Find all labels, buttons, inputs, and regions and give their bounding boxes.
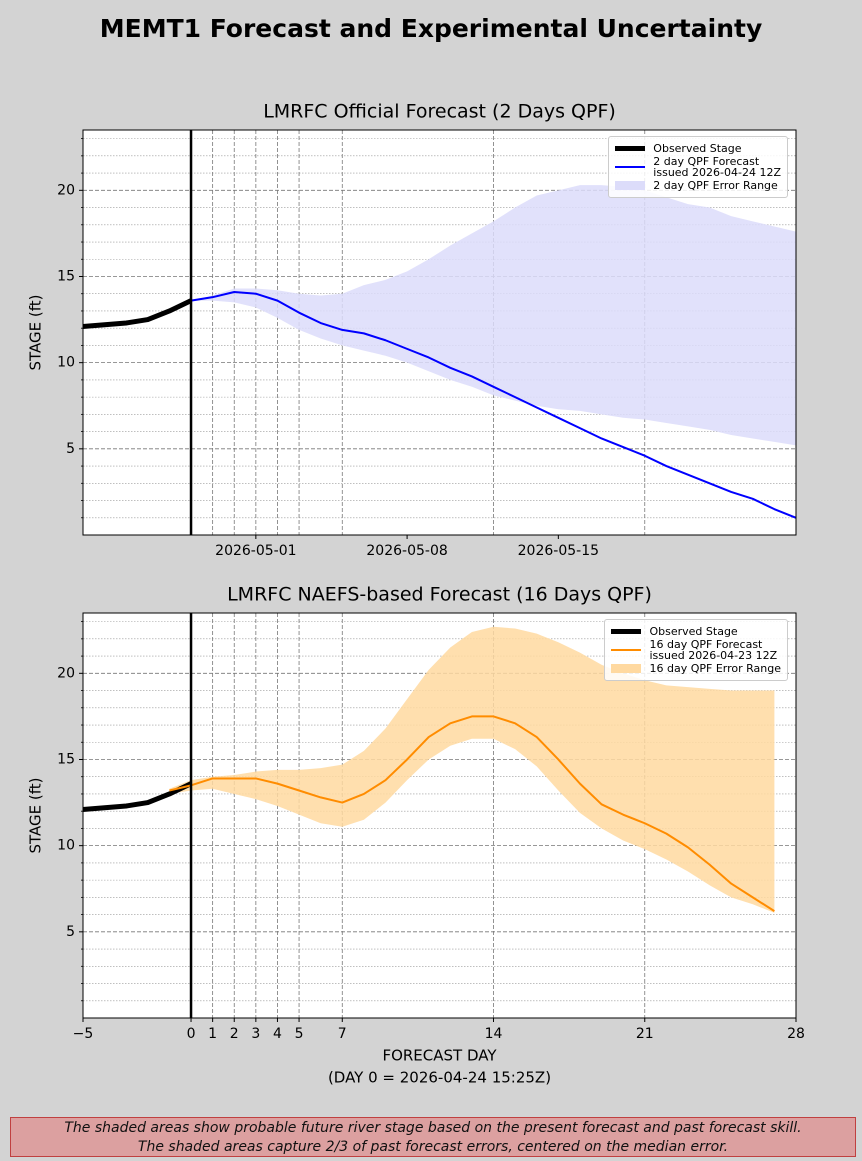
legend-entry: 2 day QPF Error Range xyxy=(615,180,781,191)
legend-label: Observed Stage xyxy=(653,142,742,155)
x-axis-label: FORECAST DAY xyxy=(382,1047,497,1065)
error-band xyxy=(169,626,775,913)
series-line xyxy=(190,291,797,519)
y-tick-label: 20 xyxy=(57,182,75,198)
y-axis-label: STAGE (ft) xyxy=(27,295,45,371)
legend-swatch xyxy=(615,181,646,190)
legend: Observed Stage 2 day QPF Forecast issued … xyxy=(608,136,788,198)
x-tick-label: 4 xyxy=(273,1026,282,1042)
plot-frame xyxy=(82,612,797,1019)
series-line xyxy=(82,298,193,329)
legend-entry: 16 day QPF Error Range xyxy=(611,663,781,674)
legend-entry: 16 day QPF Forecast issued 2026-04-23 12… xyxy=(611,639,781,661)
legend-swatch xyxy=(611,664,642,673)
y-tick-label: 5 xyxy=(66,441,75,457)
x-tick-label: 14 xyxy=(485,1026,503,1042)
y-tick-label: 10 xyxy=(57,355,75,371)
x-axis-sublabel: (DAY 0 = 2026-04-24 15:25Z) xyxy=(328,1069,551,1087)
legend-label: 16 day QPF Error Range xyxy=(649,662,781,675)
x-tick-label: 0 xyxy=(187,1026,196,1042)
plot-frame xyxy=(82,129,797,536)
y-tick-label: 5 xyxy=(66,924,75,940)
chart-title: LMRFC Official Forecast (2 Days QPF) xyxy=(263,101,616,123)
legend-label: 16 day QPF Forecast issued 2026-04-23 12… xyxy=(649,638,778,662)
x-tick-label: 5 xyxy=(295,1026,304,1042)
main-title: MEMT1 Forecast and Experimental Uncertai… xyxy=(100,14,763,43)
y-tick-label: 20 xyxy=(57,665,75,681)
legend-entry: Observed Stage xyxy=(615,143,781,154)
legend-label: 2 day QPF Forecast issued 2026-04-24 12Z xyxy=(653,155,781,179)
legend-label: 2 day QPF Error Range xyxy=(653,179,778,192)
series-line xyxy=(169,715,775,912)
x-tick-label: 21 xyxy=(636,1026,654,1042)
y-tick-label: 15 xyxy=(57,268,75,284)
x-tick-label: −5 xyxy=(73,1026,94,1042)
note: The shaded areas show probable future ri… xyxy=(10,1117,856,1157)
x-tick-label: 28 xyxy=(787,1026,805,1042)
x-tick-label: 1 xyxy=(208,1026,217,1042)
note-line: The shaded areas show probable future ri… xyxy=(64,1120,802,1136)
x-tick-label: 2026-05-01 xyxy=(215,543,296,559)
legend-entry: Observed Stage xyxy=(611,626,781,637)
error-band xyxy=(191,185,797,446)
legend: Observed Stage 16 day QPF Forecast issued… xyxy=(604,619,788,681)
legend-swatch xyxy=(615,146,646,151)
note-line: The shaded areas capture 2/3 of past for… xyxy=(137,1139,729,1155)
x-tick-label: 2026-05-15 xyxy=(518,543,599,559)
y-tick-label: 10 xyxy=(57,838,75,854)
chart-title: LMRFC NAEFS-based Forecast (16 Days QPF) xyxy=(227,584,652,606)
y-tick-label: 15 xyxy=(57,751,75,767)
series-line xyxy=(82,781,193,812)
x-tick-label: 2 xyxy=(230,1026,239,1042)
x-tick-label: 3 xyxy=(251,1026,260,1042)
y-axis-label: STAGE (ft) xyxy=(27,778,45,854)
legend-swatch xyxy=(615,166,646,168)
x-tick-label: 7 xyxy=(338,1026,347,1042)
legend-swatch xyxy=(611,649,642,651)
legend-entry: 2 day QPF Forecast issued 2026-04-24 12Z xyxy=(615,156,781,178)
legend-swatch xyxy=(611,629,642,634)
x-tick-label: 2026-05-08 xyxy=(366,543,447,559)
legend-label: Observed Stage xyxy=(649,625,738,638)
